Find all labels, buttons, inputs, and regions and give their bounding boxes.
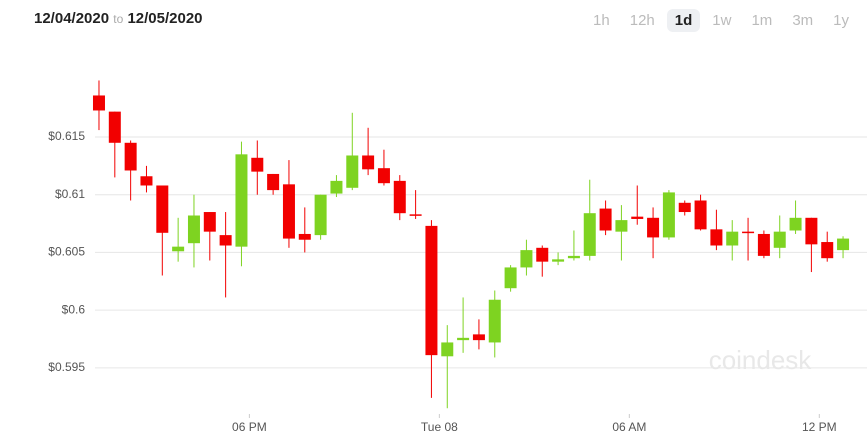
y-tick-label: $0.61	[55, 187, 85, 201]
candle-body	[694, 200, 707, 230]
candle-body	[251, 157, 264, 172]
candle-body	[219, 235, 232, 246]
watermark: coindesk	[709, 345, 813, 375]
candle-body	[504, 267, 517, 289]
candle-body	[520, 250, 533, 268]
range-button[interactable]: 1w	[712, 12, 732, 29]
candle-body	[235, 154, 248, 247]
range-button[interactable]: 1d	[666, 9, 701, 32]
candle-body	[425, 225, 438, 356]
candle-body	[789, 217, 802, 231]
candle-body	[710, 229, 723, 246]
candle-body	[108, 111, 121, 143]
range-button[interactable]: 1m	[751, 12, 773, 29]
range-button[interactable]: 12h	[629, 12, 655, 29]
candle-body	[837, 238, 850, 251]
candle-body	[488, 299, 501, 343]
candle-body	[282, 184, 295, 239]
candle-body	[757, 233, 770, 256]
candle-body	[726, 231, 739, 246]
candle-body	[631, 216, 644, 219]
date-from: 12/04/2020	[34, 10, 110, 27]
candle-body	[393, 180, 406, 214]
candle-body	[599, 208, 612, 231]
candle-body	[92, 95, 105, 111]
date-range: 12/04/2020 to 12/05/2020	[34, 10, 203, 27]
candle-body	[377, 168, 390, 184]
y-tick-label: $0.605	[48, 245, 85, 259]
candle-body	[187, 215, 200, 244]
candle-body	[583, 213, 596, 256]
candle-body	[156, 185, 169, 233]
candle-body	[805, 217, 818, 245]
candle-body	[615, 220, 628, 232]
candle-body	[298, 233, 311, 240]
candle-body	[552, 259, 565, 262]
candle-body	[124, 142, 137, 171]
x-tick-label: 06 AM	[612, 420, 646, 434]
candle-body	[567, 255, 580, 259]
candle-body	[346, 155, 359, 188]
candle-body	[203, 212, 216, 232]
range-button[interactable]: 1h	[593, 12, 610, 29]
range-button[interactable]: 3m	[792, 12, 814, 29]
candle-body	[678, 202, 691, 213]
x-tick-label: 12 PM	[802, 420, 837, 434]
candle-body	[362, 155, 375, 170]
y-tick-label: $0.6	[62, 302, 86, 316]
candle-body	[409, 214, 422, 216]
candle-body	[536, 247, 549, 262]
x-tick-label: 06 PM	[232, 420, 267, 434]
x-tick-label: Tue 08	[421, 420, 458, 434]
candle-body	[773, 231, 786, 248]
y-tick-label: $0.615	[48, 129, 85, 143]
candle-body	[330, 180, 343, 194]
date-to: 12/05/2020	[127, 10, 203, 27]
candle-body	[662, 192, 675, 238]
candle-body	[472, 334, 485, 341]
range-buttons: 1h 12h 1d 1w 1m 3m 1y	[585, 9, 857, 32]
candle-body	[172, 246, 185, 252]
candle-body	[647, 217, 660, 238]
candle-body	[742, 231, 755, 234]
candle-body	[821, 242, 834, 259]
candle-body	[441, 342, 454, 357]
candle-body	[314, 194, 327, 236]
candle-body	[140, 176, 153, 186]
range-button[interactable]: 1y	[833, 12, 849, 29]
y-tick-label: $0.595	[48, 360, 85, 374]
candle-body	[457, 337, 470, 341]
date-sep: to	[113, 12, 124, 26]
candle-body	[267, 173, 280, 191]
